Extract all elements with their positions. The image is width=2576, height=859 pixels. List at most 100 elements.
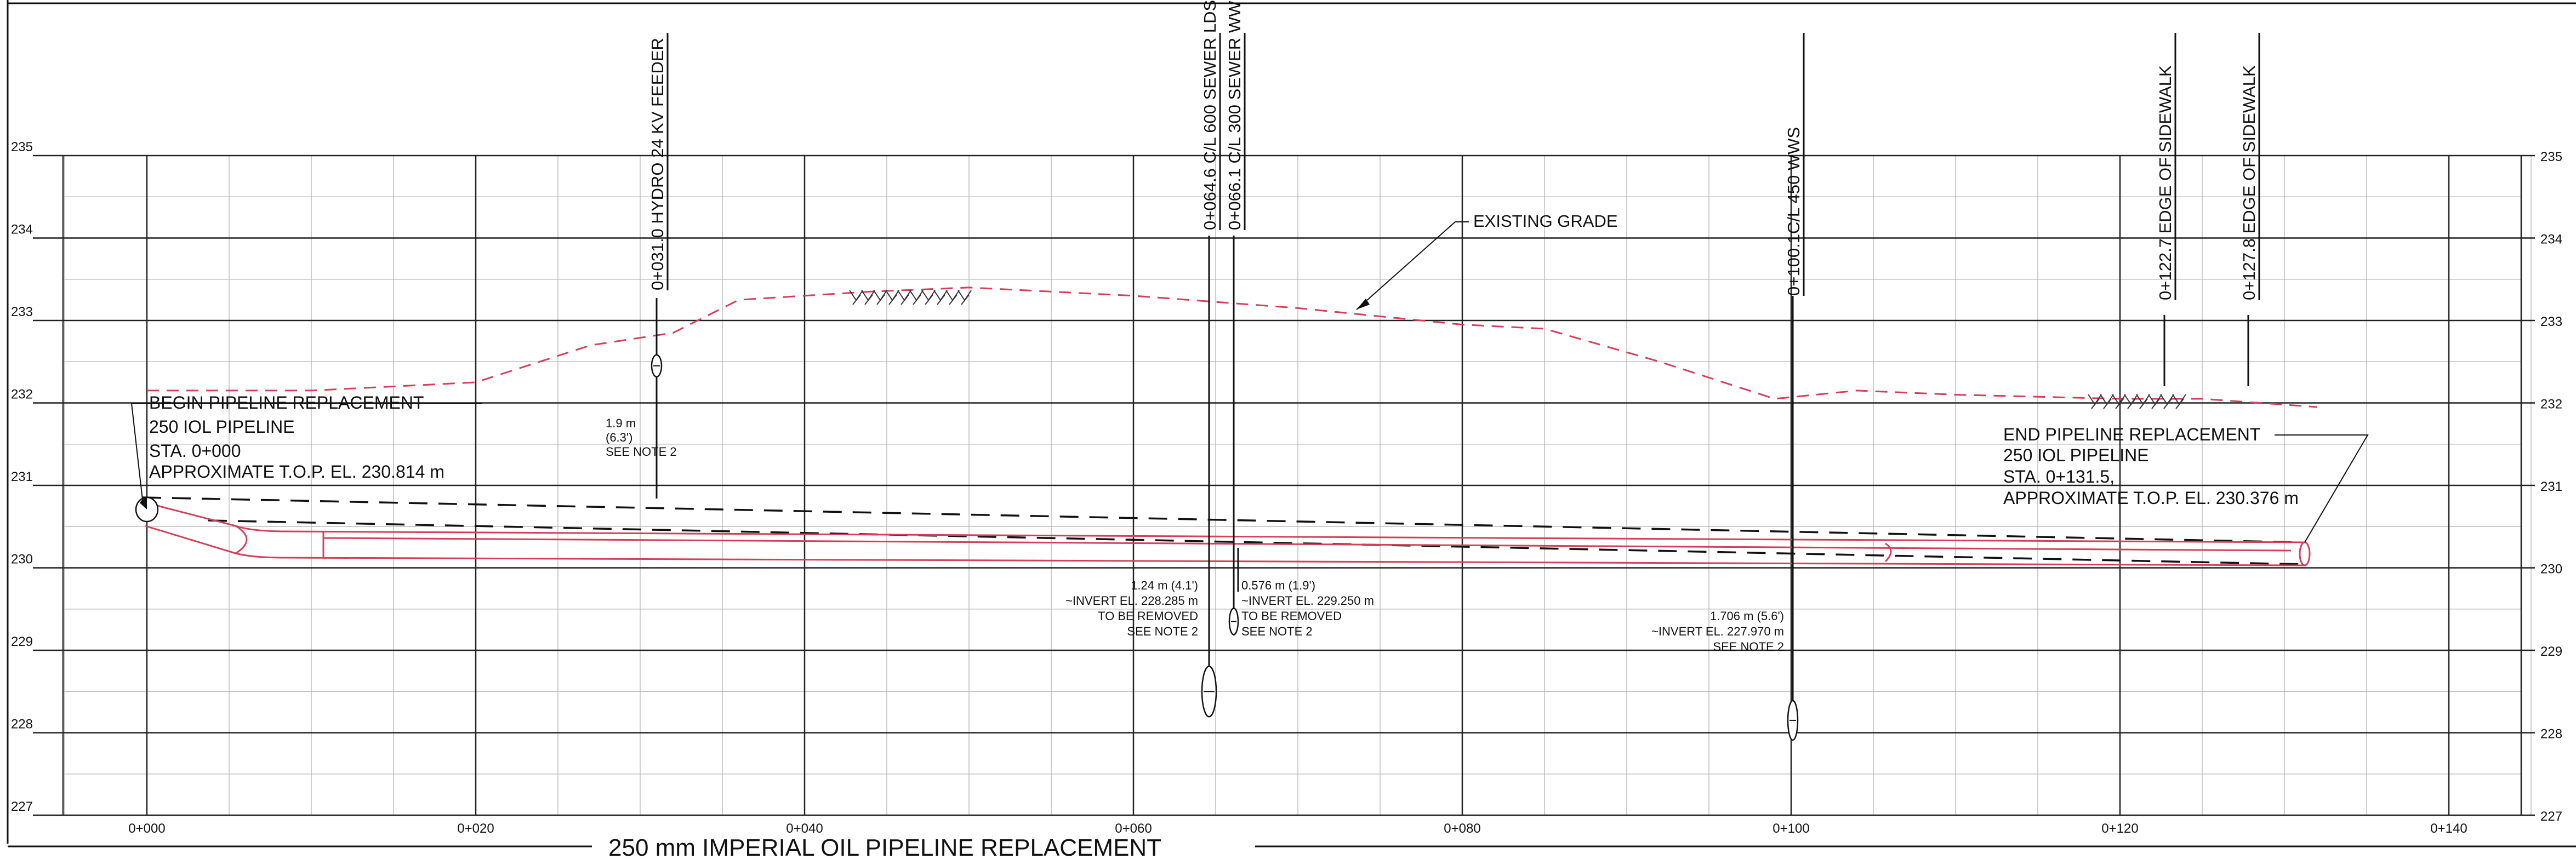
end-note-line-4: APPROXIMATE T.O.P. EL. 230.376 m [2003, 488, 2299, 508]
hydro-depth-line-2: (6.3') [606, 431, 632, 444]
surface-hatch-stroke [937, 294, 945, 305]
elevation-tick-label-right: 233 [2540, 314, 2562, 329]
existing-pipeline-top [142, 496, 2303, 543]
surface-hatch-stroke [2103, 398, 2112, 409]
station-tick-label: 0+140 [2430, 821, 2467, 836]
profile-grid [62, 154, 2532, 816]
surface-hatch-stroke [876, 294, 885, 305]
existing-pipeline-bottom [208, 519, 2303, 565]
crossing-label: 0+127.8 EDGE OF SIDEWALK [2239, 65, 2259, 300]
surface-hatch-stroke [961, 294, 970, 305]
wws-450-depth-note: 1.706 m (5.6') ~INVERT EL. 227.970 m SEE… [1651, 609, 1784, 654]
replacement-pipeline [135, 496, 2311, 566]
station-tick-label: 0+080 [1444, 821, 1480, 836]
surface-hatch-stroke [949, 294, 958, 305]
crossing-sidewalk-2: 0+127.8 EDGE OF SIDEWALK [2239, 33, 2260, 386]
surface-hatch-stroke [901, 294, 909, 305]
hydro-depth-line-1: 1.9 m [606, 416, 636, 430]
existing-grade-label: EXISTING GRADE [1473, 211, 1618, 231]
crossing-wws-450: 0+100.1C/L 450 WWS [1784, 33, 1805, 741]
end-note-line-2: 250 IOL PIPELINE [2003, 445, 2149, 465]
wws-450-depth-line-3: SEE NOTE 2 [1713, 640, 1784, 654]
elevation-tick-label-left: 235 [11, 140, 33, 154]
surface-hatch-stroke [2151, 398, 2160, 409]
crossing-label: 0+064.6 C/L 600 SEWER LDS [1200, 0, 1219, 230]
begin-note-line-2: 250 IOL PIPELINE [149, 417, 295, 437]
existing-grade-leader [1356, 221, 1469, 310]
existing-grade-line [147, 287, 2318, 408]
crossing-sewer-wws: 0+066.1 C/L 300 SEWER WWS [1225, 0, 1246, 635]
pipeline-outline-lower [145, 525, 2305, 566]
pipeline-end-cap [2299, 541, 2311, 566]
surface-hatch-stroke [2175, 398, 2184, 409]
elevation-tick-label-left: 232 [11, 387, 33, 402]
station-tick-label: 0+100 [1773, 821, 1809, 836]
station-tick-label: 0+020 [457, 821, 494, 836]
drawing-title: 250 mm IMPERIAL OIL PIPELINE REPLACEMENT [608, 834, 1161, 859]
begin-note-leader [130, 403, 482, 500]
sewer-wws-depth-line-2: ~INVERT EL. 229.250 m [1241, 594, 1374, 608]
begin-note-line-4: APPROXIMATE T.O.P. EL. 230.814 m [149, 462, 444, 482]
surface-hatching [849, 290, 2186, 409]
elevation-tick-label-left: 234 [11, 222, 33, 237]
crossing-hydro: 0+031.0 HYDRO 24 KV FEEDER [648, 33, 669, 499]
crossing-label: 0+031.0 HYDRO 24 KV FEEDER [648, 38, 667, 290]
elevation-tick-label-left: 233 [11, 305, 33, 319]
sewer-wws-depth-note: 0.576 m (1.9') ~INVERT EL. 229.250 m TO … [1241, 579, 1374, 638]
surface-hatch-stroke [888, 294, 897, 305]
sewer-wws-depth-line-3: TO BE REMOVED [1241, 609, 1342, 623]
sewer-wws-depth-line-1: 0.576 m (1.9') [1241, 579, 1315, 592]
elevation-tick-label-left: 227 [11, 799, 33, 814]
surface-hatch-stroke [852, 294, 861, 305]
elevation-tick-label-right: 228 [2540, 727, 2562, 742]
utility-crossings: 0+031.0 HYDRO 24 KV FEEDER 0+064.6 C/L 60… [648, 0, 2260, 741]
elevation-tick-label-right: 230 [2540, 562, 2562, 577]
sewer-lds-depth-note: 1.24 m (4.1') ~INVERT EL. 228.285 m TO B… [1065, 579, 1198, 638]
surface-hatch-stroke [913, 294, 921, 305]
axis-ticks: 235 235 234 234 233 233 232 232 231 231 230 230 229 2… [11, 140, 2562, 836]
end-pipeline-note: END PIPELINE REPLACEMENT 250 IOL PIPELIN… [2003, 425, 2369, 543]
hydro-depth-note: 1.9 m (6.3') SEE NOTE 2 [606, 416, 677, 459]
pipeline-joint-2 [1884, 542, 1892, 563]
sewer-lds-depth-line-4: SEE NOTE 2 [1127, 625, 1198, 638]
elevation-tick-label-right: 227 [2540, 809, 2562, 824]
surface-hatch-stroke [925, 294, 933, 305]
sewer-lds-depth-line-1: 1.24 m (4.1') [1131, 579, 1198, 592]
elevation-tick-label-right: 231 [2540, 479, 2562, 494]
station-tick-label: 0+060 [1115, 821, 1152, 836]
sewer-wws-depth-line-4: SEE NOTE 2 [1241, 625, 1313, 638]
hydro-depth-line-3: SEE NOTE 2 [606, 445, 677, 459]
pipeline-bend [235, 525, 248, 554]
elevation-tick-label-left: 230 [11, 552, 33, 567]
elevation-tick-label-right: 232 [2540, 397, 2562, 412]
station-tick-label: 0+120 [2101, 821, 2138, 836]
existing-grade-callout: EXISTING GRADE [1356, 211, 1618, 310]
wws-450-depth-line-1: 1.706 m (5.6') [1710, 609, 1784, 623]
sewer-lds-depth-line-2: ~INVERT EL. 228.285 m [1065, 594, 1198, 608]
begin-pipeline-note: BEGIN PIPELINE REPLACEMENT 250 IOL PIPEL… [130, 393, 482, 500]
pipeline-centerline [323, 537, 2292, 552]
wws-450-depth-line-2: ~INVERT EL. 227.970 m [1651, 625, 1784, 638]
crossing-sidewalk-1: 0+122.7 EDGE OF SIDEWALK [2156, 33, 2176, 386]
station-tick-label: 0+000 [128, 821, 165, 836]
surface-hatch-stroke [2115, 398, 2124, 409]
elevation-tick-label-right: 234 [2540, 232, 2562, 247]
elevation-tick-label-left: 228 [11, 717, 33, 732]
existing-grade-arrowhead [1357, 299, 1370, 310]
sewer-lds-depth-line-3: TO BE REMOVED [1098, 609, 1198, 623]
crossing-label: 0+122.7 EDGE OF SIDEWALK [2156, 65, 2175, 300]
end-note-line-3: STA. 0+131.5, [2003, 467, 2115, 486]
surface-hatch-stroke [2139, 398, 2148, 409]
end-note-line-1: END PIPELINE REPLACEMENT [2003, 425, 2260, 444]
elevation-tick-label-right: 235 [2540, 150, 2562, 164]
elevation-tick-label-right: 229 [2540, 644, 2562, 659]
crossing-label: 0+100.1C/L 450 WWS [1784, 127, 1803, 296]
begin-note-line-3: STA. 0+000 [149, 441, 241, 461]
surface-hatch-stroke [2163, 398, 2172, 409]
surface-hatch-stroke [864, 294, 873, 305]
surface-hatch-stroke [2127, 398, 2136, 409]
end-note-leader [2275, 434, 2369, 543]
pipeline-start-cap-fill [140, 497, 147, 509]
surface-hatch-stroke [2091, 398, 2100, 409]
